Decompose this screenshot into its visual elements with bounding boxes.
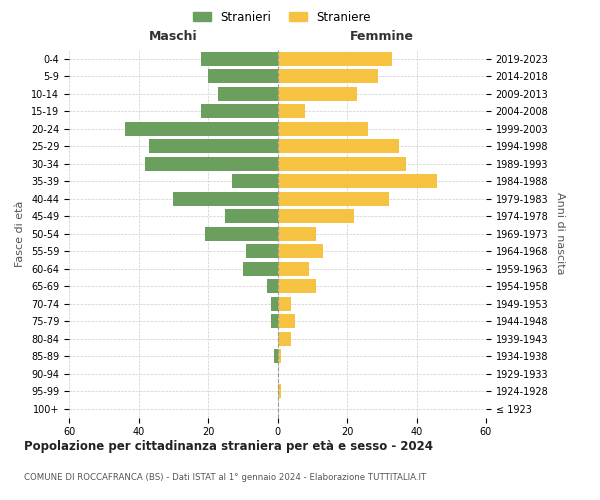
- Bar: [201, 104, 277, 118]
- Bar: [226, 210, 277, 223]
- Bar: [277, 157, 406, 170]
- Bar: [243, 262, 277, 276]
- Bar: [277, 87, 358, 101]
- Bar: [277, 122, 368, 136]
- Text: COMUNE DI ROCCAFRANCA (BS) - Dati ISTAT al 1° gennaio 2024 - Elaborazione TUTTIT: COMUNE DI ROCCAFRANCA (BS) - Dati ISTAT …: [24, 473, 426, 482]
- Bar: [277, 227, 316, 240]
- Bar: [277, 192, 389, 205]
- Bar: [277, 210, 354, 223]
- Bar: [173, 192, 277, 205]
- Bar: [277, 314, 295, 328]
- Bar: [277, 350, 281, 363]
- Bar: [277, 104, 305, 118]
- Bar: [149, 140, 277, 153]
- Bar: [277, 384, 281, 398]
- Bar: [277, 174, 437, 188]
- Bar: [274, 350, 277, 363]
- Bar: [277, 140, 399, 153]
- Text: Maschi: Maschi: [149, 30, 197, 43]
- Bar: [125, 122, 277, 136]
- Bar: [246, 244, 277, 258]
- Bar: [232, 174, 277, 188]
- Text: Popolazione per cittadinanza straniera per età e sesso - 2024: Popolazione per cittadinanza straniera p…: [24, 440, 433, 453]
- Bar: [208, 70, 277, 83]
- Bar: [277, 70, 378, 83]
- Bar: [277, 280, 316, 293]
- Bar: [267, 280, 277, 293]
- Legend: Stranieri, Straniere: Stranieri, Straniere: [188, 6, 376, 28]
- Bar: [218, 87, 277, 101]
- Text: Femmine: Femmine: [350, 30, 414, 43]
- Y-axis label: Anni di nascita: Anni di nascita: [555, 192, 565, 275]
- Bar: [277, 262, 309, 276]
- Bar: [271, 314, 277, 328]
- Y-axis label: Fasce di età: Fasce di età: [16, 200, 25, 267]
- Bar: [201, 52, 277, 66]
- Bar: [145, 157, 277, 170]
- Bar: [277, 297, 292, 310]
- Bar: [271, 297, 277, 310]
- Bar: [277, 52, 392, 66]
- Bar: [277, 244, 323, 258]
- Bar: [205, 227, 277, 240]
- Bar: [277, 332, 292, 345]
